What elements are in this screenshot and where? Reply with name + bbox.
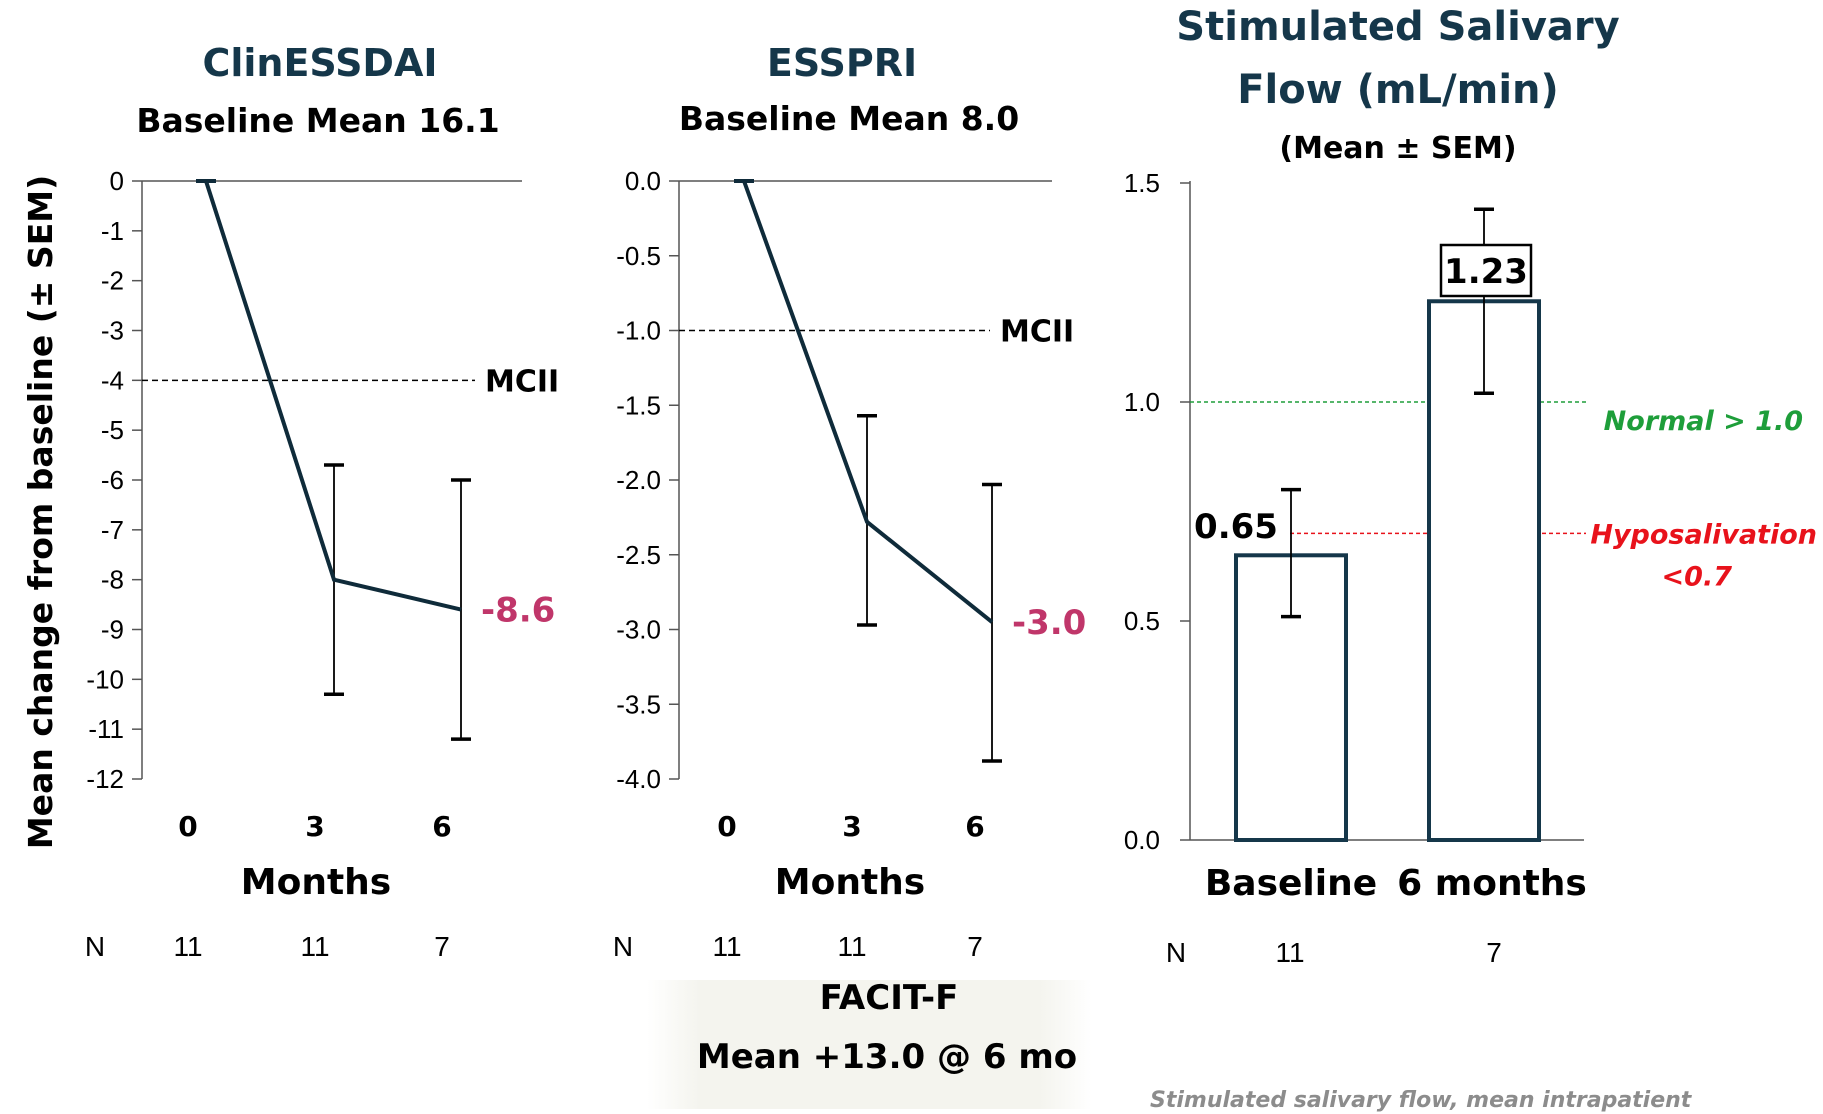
y-tick-label: 0.5 — [1124, 606, 1160, 636]
x-tick-label: Baseline — [1205, 863, 1377, 904]
esspri-title: ESSPRI — [767, 41, 917, 85]
hyposalivation-threshold-label: <0.7 — [1662, 561, 1733, 592]
x-tick-label: 3 — [305, 810, 324, 843]
error-bars — [1281, 207, 1494, 619]
n-value: 7 — [967, 931, 983, 962]
y-tick-label: 1.5 — [1124, 168, 1160, 198]
mcii-label: MCII — [1000, 315, 1074, 350]
x-tick-labels: Baseline 6 months — [1205, 863, 1587, 904]
y-tick-label: -2.0 — [616, 465, 661, 495]
y-ticks: 0.0 -0.5 -1.0 -1.5 -2.0 -2.5 -3.0 -3.5 -4.0 — [616, 166, 679, 794]
y-tick-label: 0.0 — [625, 166, 661, 196]
y-tick-label: -9 — [101, 615, 124, 645]
x-axis-label: Months — [241, 862, 391, 903]
n-values: 11 11 7 — [712, 931, 982, 962]
y-tick-label: -1.5 — [616, 390, 661, 420]
bar-value-labels: 0.65 1.23 — [1194, 243, 1533, 547]
n-value: 11 — [1275, 937, 1304, 968]
y-tick-label: -1 — [101, 216, 124, 246]
n-values: 11 11 7 — [173, 931, 449, 962]
end-value-label: -8.6 — [481, 591, 555, 631]
bars — [1234, 299, 1541, 842]
mcii-label: MCII — [485, 364, 559, 399]
salivary-flow-chart: Stimulated Salivary Flow (mL/min) (Mean … — [1124, 4, 1817, 968]
n-value: 11 — [173, 931, 202, 962]
x-tick-label: 3 — [842, 810, 861, 843]
y-tick-label: -7 — [101, 515, 124, 545]
x-tick-label: 6 — [965, 810, 984, 843]
salivary-subtitle: (Mean ± SEM) — [1279, 131, 1516, 166]
y-ticks: 0.0 0.5 1.0 1.5 — [1124, 168, 1190, 855]
series-line — [204, 180, 462, 612]
y-tick-label: 1.0 — [1124, 387, 1160, 417]
y-tick-label: -11 — [88, 714, 124, 744]
x-tick-label: 6 months — [1397, 863, 1587, 904]
x-tick-label: 6 — [432, 810, 451, 843]
series-line — [742, 180, 994, 624]
n-value: 7 — [1486, 937, 1502, 968]
y-tick-label: -5 — [101, 415, 124, 445]
y-ticks: 0 -1 -2 -3 -4 -5 -6 -7 -8 -9 -10 -11 -12 — [86, 166, 142, 794]
normal-label: Normal > 1.0 — [1604, 406, 1803, 437]
y-tick-label: -4.0 — [616, 764, 661, 794]
clinessdai-chart: ClinESSDAI Baseline Mean 16.1 Mean chang… — [21, 41, 559, 962]
facit-f-text: FACIT-F Mean +13.0 @ 6 mo — [697, 978, 1077, 1077]
y-tick-label: -8 — [101, 565, 124, 595]
n-label: N — [1166, 937, 1186, 968]
facit-f-box: FACIT-F Mean +13.0 @ 6 mo — [647, 978, 1092, 1109]
y-tick-label: -0.5 — [616, 241, 661, 271]
footnote: Stimulated salivary flow, mean intrapati… — [1150, 1088, 1692, 1113]
n-value: 11 — [837, 931, 866, 962]
salivary-title-line2: Flow (mL/min) — [1237, 67, 1559, 113]
x-tick-labels: 0 3 6 — [717, 810, 984, 843]
hyposalivation-label: Hyposalivation — [1590, 519, 1817, 550]
y-tick-label: -6 — [101, 465, 124, 495]
y-tick-label: -3 — [101, 316, 124, 346]
value-label-box — [1439, 243, 1533, 298]
y-tick-label: -1.0 — [616, 316, 661, 346]
salivary-title-line1: Stimulated Salivary — [1176, 4, 1619, 50]
n-values: 11 7 — [1275, 937, 1501, 968]
y-tick-label: -3.0 — [616, 615, 661, 645]
bar-value-label: 1.23 — [1444, 252, 1528, 292]
n-value: 7 — [434, 931, 450, 962]
bar-value-label: 0.65 — [1194, 507, 1278, 547]
y-axis-label: Mean change from baseline (± SEM) — [21, 175, 60, 849]
end-value-label: -3.0 — [1012, 603, 1086, 643]
y-tick-label: -4 — [101, 365, 124, 395]
facit-title: FACIT-F — [820, 980, 959, 1018]
y-tick-label: -10 — [86, 664, 124, 694]
n-label: N — [613, 931, 633, 962]
esspri-subtitle: Baseline Mean 8.0 — [679, 99, 1019, 138]
y-tick-label: -3.5 — [616, 689, 661, 719]
n-value: 11 — [712, 931, 741, 962]
y-tick-label: -2.5 — [616, 540, 661, 570]
y-tick-label: -12 — [86, 764, 124, 794]
facit-subtitle: Mean +13.0 @ 6 mo — [697, 1037, 1077, 1077]
x-tick-label: 0 — [717, 810, 736, 843]
y-tick-label: 0 — [110, 166, 124, 196]
error-bars — [196, 179, 471, 741]
x-axis-label: Months — [775, 862, 925, 903]
x-tick-label: 0 — [178, 810, 197, 843]
n-label: N — [85, 931, 105, 962]
y-tick-label: 0.0 — [1124, 825, 1160, 855]
clinessdai-subtitle: Baseline Mean 16.1 — [136, 101, 499, 140]
esspri-chart: ESSPRI Baseline Mean 8.0 0.0 -0.5 -1.0 -1.5… — [613, 41, 1086, 962]
y-tick-label: -2 — [101, 266, 124, 296]
clinessdai-title: ClinESSDAI — [202, 41, 437, 85]
x-tick-labels: 0 3 6 — [178, 810, 451, 843]
n-value: 11 — [300, 931, 329, 962]
